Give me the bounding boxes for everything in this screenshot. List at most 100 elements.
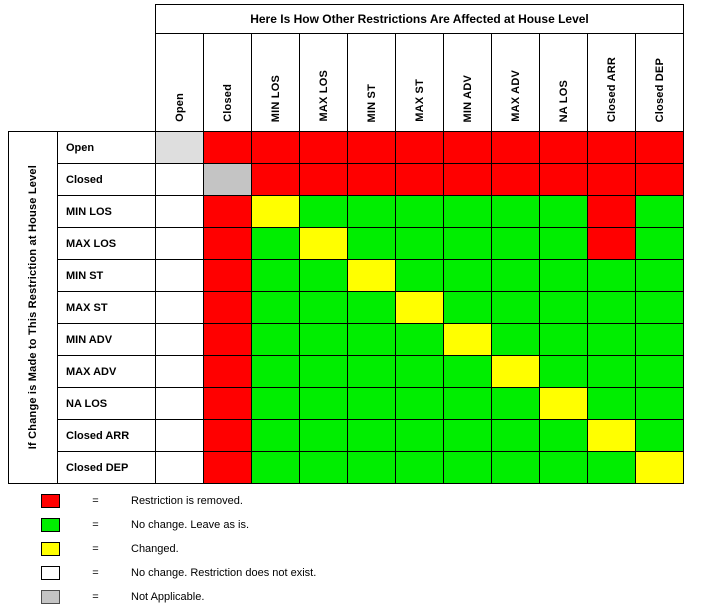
matrix-cell xyxy=(252,420,299,451)
matrix-cell xyxy=(588,324,635,355)
column-header-max-los: MAX LOS xyxy=(300,34,347,131)
matrix-cell xyxy=(444,388,491,419)
legend-item: = Changed. xyxy=(41,541,316,557)
matrix-cell xyxy=(396,228,443,259)
legend-equals-sign: = xyxy=(92,495,99,507)
matrix-cell xyxy=(492,420,539,451)
matrix-cell xyxy=(492,260,539,291)
column-header-max-st: MAX ST xyxy=(396,34,443,131)
row-label-min-los: MIN LOS xyxy=(58,196,155,227)
legend-swatch xyxy=(41,494,60,508)
matrix-cell xyxy=(156,452,203,483)
column-header-label: MIN ADV xyxy=(461,74,474,122)
legend-equals-sign: = xyxy=(92,543,99,555)
column-header-label: NA LOS xyxy=(557,79,570,122)
matrix-cell xyxy=(636,292,683,323)
matrix-cell xyxy=(300,292,347,323)
legend-equals-sign: = xyxy=(92,591,99,603)
matrix-cell xyxy=(636,452,683,483)
matrix-cell xyxy=(300,324,347,355)
column-header-min-st: MIN ST xyxy=(348,34,395,131)
matrix-cell xyxy=(444,260,491,291)
legend-item: = No change. Leave as is. xyxy=(41,517,316,533)
matrix-cell xyxy=(636,420,683,451)
matrix-cell xyxy=(492,132,539,163)
matrix-cell xyxy=(540,420,587,451)
legend-equals-sign: = xyxy=(92,567,99,579)
matrix-cell xyxy=(540,388,587,419)
matrix-cell xyxy=(204,292,251,323)
matrix-cell xyxy=(492,324,539,355)
matrix-cell xyxy=(444,228,491,259)
matrix-cell xyxy=(444,196,491,227)
matrix-cell xyxy=(396,292,443,323)
matrix-cell xyxy=(540,356,587,387)
column-header-label: Closed xyxy=(221,84,234,122)
matrix-cell xyxy=(348,388,395,419)
matrix-cell xyxy=(252,228,299,259)
matrix-cell xyxy=(492,292,539,323)
legend-swatch xyxy=(41,566,60,580)
legend-label: Not Applicable. xyxy=(131,591,205,603)
matrix-cell xyxy=(444,452,491,483)
matrix-cell xyxy=(540,292,587,323)
legend-label: Changed. xyxy=(131,543,179,555)
matrix-cell xyxy=(540,324,587,355)
matrix-cell xyxy=(252,196,299,227)
matrix-cell xyxy=(636,164,683,195)
row-label-max-los: MAX LOS xyxy=(58,228,155,259)
matrix-cell xyxy=(396,324,443,355)
matrix-cell xyxy=(540,452,587,483)
column-header-max-adv: MAX ADV xyxy=(492,34,539,131)
matrix-cell xyxy=(204,324,251,355)
legend-swatch xyxy=(41,590,60,604)
matrix-cell xyxy=(636,356,683,387)
matrix-cell xyxy=(588,132,635,163)
column-header-closed: Closed xyxy=(204,34,251,131)
matrix-cell xyxy=(252,292,299,323)
column-header-label: MAX ADV xyxy=(509,70,522,122)
matrix-cell xyxy=(396,132,443,163)
matrix-cell xyxy=(636,228,683,259)
matrix-cell xyxy=(204,452,251,483)
matrix-cell xyxy=(252,260,299,291)
matrix-cell xyxy=(540,260,587,291)
matrix-cell xyxy=(588,452,635,483)
matrix-cell xyxy=(492,452,539,483)
row-label-max-st: MAX ST xyxy=(58,292,155,323)
column-header-label: Closed DEP xyxy=(653,57,666,122)
matrix-cell xyxy=(252,452,299,483)
matrix-body: If Change is Made to This Restriction at… xyxy=(8,131,684,484)
row-label-na-los: NA LOS xyxy=(58,388,155,419)
matrix-cell xyxy=(492,388,539,419)
matrix-cell xyxy=(636,324,683,355)
matrix-cell xyxy=(252,324,299,355)
matrix-cell xyxy=(540,228,587,259)
matrix-cell xyxy=(252,356,299,387)
matrix-cell xyxy=(588,356,635,387)
matrix-cell xyxy=(396,452,443,483)
column-header-label: MIN LOS xyxy=(269,74,282,122)
column-header-label: Open xyxy=(173,93,186,122)
matrix-cell xyxy=(156,260,203,291)
table-title: Here Is How Other Restrictions Are Affec… xyxy=(156,5,683,33)
legend-label: No change. Restriction does not exist. xyxy=(131,567,317,579)
matrix-cell xyxy=(348,420,395,451)
legend-item: = No change. Restriction does not exist. xyxy=(41,565,316,581)
matrix-cell xyxy=(156,132,203,163)
matrix-cell xyxy=(300,420,347,451)
matrix-cell xyxy=(348,452,395,483)
matrix-cell xyxy=(588,196,635,227)
row-label-min-adv: MIN ADV xyxy=(58,324,155,355)
matrix-cell xyxy=(588,388,635,419)
matrix-cell xyxy=(396,164,443,195)
legend-equals-sign: = xyxy=(92,519,99,531)
matrix-cell xyxy=(396,356,443,387)
column-header-min-adv: MIN ADV xyxy=(444,34,491,131)
matrix-cell xyxy=(588,420,635,451)
matrix-cell xyxy=(156,356,203,387)
matrix-cell xyxy=(156,420,203,451)
matrix-cell xyxy=(348,292,395,323)
matrix-cell xyxy=(444,132,491,163)
column-headers: Open Closed MIN LOS MAX LOS MIN ST MAX ST MIN … xyxy=(156,34,683,131)
